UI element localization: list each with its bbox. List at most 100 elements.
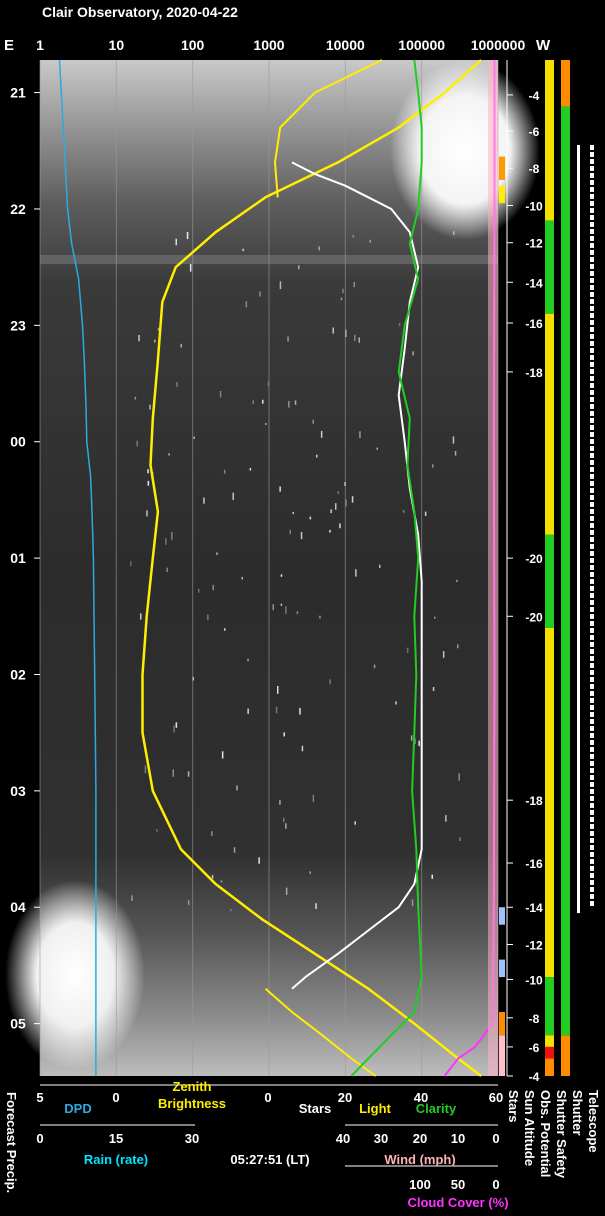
telescope-activity (590, 893, 594, 899)
star-speck (134, 396, 137, 400)
telescope-activity (590, 753, 594, 759)
star-speck (320, 430, 323, 438)
stars-axis-title: Stars (299, 1101, 332, 1116)
top-axis-tick: 1000 (253, 37, 284, 53)
star-speck (445, 815, 447, 822)
telescope-activity (590, 865, 594, 871)
telescope-activity (590, 375, 594, 381)
star-speck (275, 706, 278, 714)
star-speck (279, 800, 281, 805)
star-speck (330, 509, 332, 514)
telescope-activity (590, 613, 594, 619)
time-tick-label: 23 (10, 317, 26, 333)
dpd-axis-title: DPD (64, 1101, 91, 1116)
telescope-activity (590, 837, 594, 843)
star-speck (230, 909, 232, 912)
zenith-axis-title: Zenith (173, 1079, 212, 1094)
telescope-activity (590, 711, 594, 717)
star-speck (220, 880, 223, 883)
star-speck (219, 391, 222, 398)
star-speck (355, 569, 357, 577)
telescope-activity (590, 760, 594, 766)
rain-tick-15: 15 (109, 1131, 123, 1146)
cloud-axis-title: Cloud Cover (%) (407, 1195, 508, 1210)
stars-marker (499, 959, 505, 978)
telescope-activity (590, 438, 594, 444)
sun-altitude-label: -20 (525, 610, 543, 624)
time-tick-label: 03 (10, 783, 26, 799)
telescope-activity (590, 879, 594, 885)
telescope-activity (590, 158, 594, 164)
telescope-activity (590, 347, 594, 353)
status-shutter-safety-segment (561, 60, 570, 107)
dpd-tick-0: 0 (112, 1090, 119, 1105)
telescope-activity (590, 333, 594, 339)
star-speck (221, 751, 224, 759)
star-speck (453, 231, 455, 236)
sun-altitude-axis: -4 -6 -8 -10 -12 -14 -16 -18 -20 -20 -18 -16 -14 -12 -… (506, 60, 543, 1084)
star-speck (354, 334, 356, 341)
star-speck (157, 327, 160, 331)
star-speck (283, 817, 285, 823)
telescope-activity (590, 305, 594, 311)
star-speck (249, 468, 252, 471)
rain-tick-0: 0 (36, 1131, 43, 1146)
sun-altitude-label: -16 (525, 317, 543, 331)
star-speck (144, 765, 147, 774)
sunset-glow (390, 60, 540, 240)
status-obs-potential-segment (545, 1035, 554, 1047)
star-speck (287, 336, 289, 342)
star-speck (245, 301, 248, 308)
star-speck (298, 265, 300, 270)
star-speck (242, 248, 244, 252)
star-speck (318, 246, 320, 251)
star-speck (283, 732, 285, 737)
star-speck (223, 469, 226, 474)
star-speck (431, 874, 433, 879)
label-shutter: Shutter (570, 1090, 585, 1136)
telescope-activity (590, 410, 594, 416)
star-speck (294, 400, 297, 405)
top-axis-tick: 100 (181, 37, 205, 53)
telescope-activity (590, 445, 594, 451)
status-columns (545, 60, 570, 1076)
telescope-activity (590, 298, 594, 304)
telescope-activity (590, 221, 594, 227)
star-speck (418, 740, 420, 747)
telescope-activity (590, 599, 594, 605)
telescope-activity (590, 774, 594, 780)
telescope-activity (590, 641, 594, 647)
stars-marker (499, 907, 505, 925)
star-speck (402, 510, 405, 513)
star-speck (211, 831, 213, 836)
telescope-activity (590, 249, 594, 255)
telescope-activity (590, 781, 594, 787)
star-speck (373, 664, 376, 669)
status-obs-potential-segment (545, 1046, 554, 1059)
time-tick-label: 02 (10, 666, 26, 682)
star-speck (232, 492, 234, 501)
sun-altitude-label: -4 (529, 89, 540, 103)
stars-marker (499, 1035, 505, 1076)
telescope-activity (590, 263, 594, 269)
telescope-activity (590, 480, 594, 486)
star-speck (411, 899, 414, 906)
telescope-activity (590, 452, 594, 458)
sun-altitude-label: -12 (525, 237, 543, 251)
star-speck (424, 511, 427, 516)
star-speck (259, 291, 261, 297)
telescope-activity (590, 620, 594, 626)
status-obs-potential-segment (545, 60, 554, 221)
star-speck (315, 903, 317, 909)
star-speck (277, 686, 279, 694)
time-tick-label: 21 (10, 85, 26, 101)
star-speck (247, 708, 249, 714)
telescope-activity (590, 368, 594, 374)
telescope-activity (590, 165, 594, 171)
telescope-activity (590, 697, 594, 703)
star-speck (138, 335, 140, 342)
star-speck (192, 677, 194, 681)
star-speck (459, 837, 461, 841)
star-speck (354, 821, 356, 825)
